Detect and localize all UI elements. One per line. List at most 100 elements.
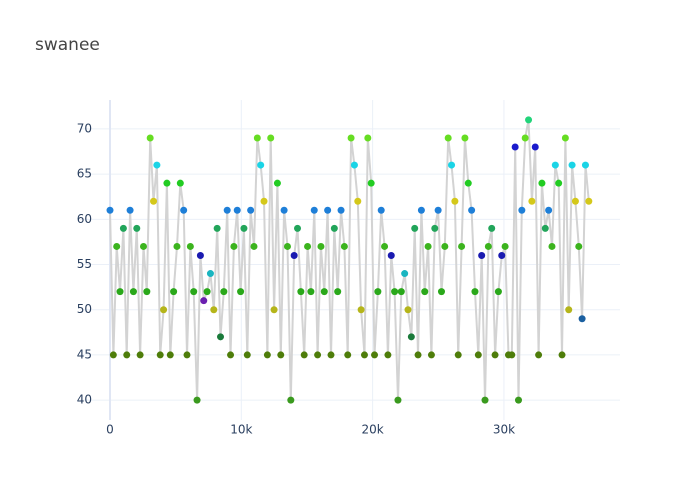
data-point bbox=[498, 251, 506, 259]
data-point bbox=[451, 197, 459, 205]
data-point bbox=[340, 242, 348, 250]
data-point bbox=[260, 197, 268, 205]
data-point bbox=[176, 179, 184, 187]
data-point bbox=[491, 351, 499, 359]
data-point bbox=[518, 206, 526, 214]
data-point bbox=[468, 206, 476, 214]
data-point bbox=[417, 206, 425, 214]
data-point bbox=[143, 288, 151, 296]
data-point bbox=[444, 134, 452, 142]
data-point bbox=[223, 206, 231, 214]
data-point bbox=[136, 351, 144, 359]
data-point bbox=[407, 333, 415, 341]
data-point bbox=[173, 242, 181, 250]
data-point bbox=[357, 306, 365, 314]
data-point bbox=[525, 116, 533, 124]
data-point bbox=[514, 396, 522, 404]
data-point bbox=[371, 351, 379, 359]
data-point bbox=[200, 297, 208, 305]
data-point bbox=[531, 143, 539, 151]
data-point bbox=[344, 351, 352, 359]
data-point bbox=[294, 224, 302, 232]
y-tick-label: 65 bbox=[77, 167, 92, 181]
data-point bbox=[508, 351, 516, 359]
data-point bbox=[109, 351, 117, 359]
x-tick-label: 10k bbox=[230, 423, 252, 437]
y-tick-label: 50 bbox=[77, 302, 92, 316]
data-point bbox=[253, 134, 261, 142]
data-point bbox=[106, 206, 114, 214]
data-point bbox=[458, 242, 466, 250]
data-point bbox=[541, 224, 549, 232]
x-tick-label: 0 bbox=[106, 423, 114, 437]
data-point bbox=[324, 206, 332, 214]
data-point bbox=[411, 224, 419, 232]
data-point bbox=[501, 242, 509, 250]
data-point bbox=[327, 351, 335, 359]
data-point bbox=[257, 161, 265, 169]
data-point bbox=[160, 306, 168, 314]
data-point bbox=[575, 242, 583, 250]
data-point bbox=[230, 242, 238, 250]
data-point bbox=[119, 224, 127, 232]
data-point bbox=[126, 206, 134, 214]
data-point bbox=[180, 206, 188, 214]
data-point bbox=[280, 206, 288, 214]
data-point bbox=[310, 206, 318, 214]
data-point bbox=[565, 306, 573, 314]
data-point bbox=[545, 206, 553, 214]
data-point bbox=[287, 396, 295, 404]
data-point bbox=[434, 206, 442, 214]
data-point bbox=[585, 197, 593, 205]
data-point bbox=[387, 251, 395, 259]
data-point bbox=[116, 288, 124, 296]
data-point bbox=[538, 179, 546, 187]
data-point bbox=[448, 161, 456, 169]
data-point bbox=[123, 351, 131, 359]
data-point bbox=[384, 351, 392, 359]
data-point bbox=[528, 197, 536, 205]
data-point bbox=[424, 242, 432, 250]
data-point bbox=[297, 288, 305, 296]
data-point bbox=[568, 161, 576, 169]
x-tick-label: 20k bbox=[362, 423, 384, 437]
data-point bbox=[270, 306, 278, 314]
data-point bbox=[247, 206, 255, 214]
data-point bbox=[227, 351, 235, 359]
data-point bbox=[484, 242, 492, 250]
data-point bbox=[317, 242, 325, 250]
data-point bbox=[337, 206, 345, 214]
data-point bbox=[206, 270, 214, 278]
data-point bbox=[267, 134, 275, 142]
y-tick-label: 60 bbox=[77, 212, 92, 226]
data-point bbox=[535, 351, 543, 359]
data-point bbox=[163, 179, 171, 187]
data-point bbox=[555, 179, 563, 187]
data-point bbox=[237, 288, 245, 296]
data-point bbox=[441, 242, 449, 250]
data-point bbox=[488, 224, 496, 232]
data-point bbox=[133, 224, 141, 232]
data-point bbox=[290, 251, 298, 259]
x-tick-label: 30k bbox=[493, 423, 515, 437]
y-tick-label: 55 bbox=[77, 257, 92, 271]
data-point bbox=[243, 351, 251, 359]
data-point bbox=[196, 251, 204, 259]
data-point bbox=[548, 242, 556, 250]
data-point bbox=[381, 242, 389, 250]
data-point bbox=[494, 288, 502, 296]
data-point bbox=[558, 351, 566, 359]
data-point bbox=[394, 396, 402, 404]
data-point bbox=[273, 179, 281, 187]
data-point bbox=[481, 396, 489, 404]
data-point bbox=[156, 351, 164, 359]
data-point bbox=[404, 306, 412, 314]
data-point bbox=[166, 351, 174, 359]
data-point bbox=[571, 197, 579, 205]
data-point bbox=[153, 161, 161, 169]
data-point bbox=[216, 333, 224, 341]
data-point bbox=[300, 351, 308, 359]
data-point bbox=[367, 179, 375, 187]
data-point bbox=[320, 288, 328, 296]
data-point bbox=[478, 251, 486, 259]
